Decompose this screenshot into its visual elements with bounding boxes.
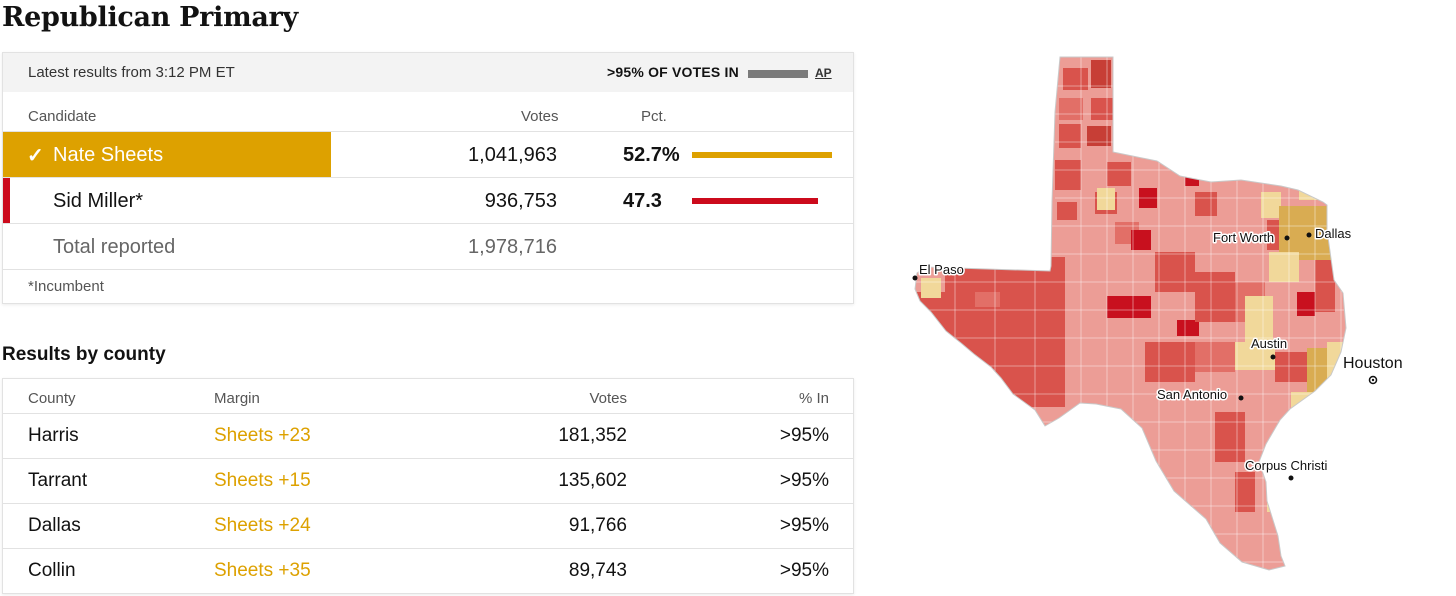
candidate-name: Sid Miller* [53, 190, 144, 212]
county-pct-in: >95% [779, 560, 829, 581]
city-label-fort-worth: Fort Worth [1213, 230, 1274, 245]
county-margin: Sheets +23 [214, 425, 311, 446]
city-label-corpus-christi: Corpus Christi [1245, 458, 1327, 473]
county-name: Collin [28, 560, 76, 581]
county-pct-in: >95% [779, 425, 829, 446]
county-margin: Sheets +35 [214, 560, 311, 581]
county-pct-in: >95% [779, 515, 829, 536]
latest-results-timestamp: Latest results from 3:12 PM ET [28, 64, 235, 81]
reporting-progress-bar [748, 70, 808, 78]
candidate-pct-bar [692, 152, 832, 158]
county-votes: 135,602 [558, 470, 627, 491]
county-votes: 181,352 [558, 425, 627, 446]
houston-dot [1371, 378, 1375, 382]
table-row: Tarrant Sheets +15 135,602 >95% [3, 458, 853, 503]
city-label-el-paso: El Paso [919, 262, 964, 277]
city-markers: El Paso Fort Worth Dallas Austin Houston… [912, 225, 1404, 481]
pct-in-column-header: % In [798, 390, 829, 407]
pct-column-header: Pct. [641, 108, 667, 125]
county-name: Harris [28, 425, 79, 446]
footnote-row: *Incumbent [3, 269, 853, 303]
candidate-pct-bar [692, 198, 818, 204]
fort-worth-dot [1284, 235, 1290, 241]
table-row: Harris Sheets +23 181,352 >95% [3, 413, 853, 458]
candidate-row: Sid Miller* 936,753 47.3 [3, 177, 853, 224]
votes-column-header: Votes [589, 390, 627, 407]
city-label-houston: Houston [1343, 355, 1403, 372]
results-header-bar: Latest results from 3:12 PM ET >95% OF V… [3, 53, 853, 92]
total-label: Total reported [53, 236, 176, 258]
county-votes: 91,766 [568, 515, 627, 536]
incumbent-footnote: *Incumbent [28, 278, 104, 295]
candidate-votes: 936,753 [484, 190, 557, 212]
houston-marker [1368, 375, 1378, 385]
county-column-header: County [28, 390, 76, 407]
county-fill-layer [915, 57, 1346, 570]
el-paso-dot [912, 275, 918, 281]
candidate-pct: 52.7% [623, 144, 680, 166]
votes-in-label: >95% OF VOTES IN [607, 64, 739, 80]
austin-dot [1270, 354, 1276, 360]
ap-source-link[interactable]: AP [815, 66, 832, 80]
dallas-dot [1306, 232, 1312, 238]
county-results-table: County Margin Votes % In Harris Sheets +… [2, 378, 854, 594]
winner-highlight [3, 132, 331, 178]
county-votes: 89,743 [568, 560, 627, 581]
checkmark-icon: ✓ [27, 145, 44, 167]
city-label-dallas: Dallas [1315, 226, 1352, 241]
candidate-name: Nate Sheets [53, 144, 164, 166]
county-borders [915, 57, 1346, 570]
results-table: Latest results from 3:12 PM ET >95% OF V… [2, 52, 854, 304]
race-title: Republican Primary [2, 2, 298, 33]
candidate-row-winner: ✓ Nate Sheets 1,041,963 52.7% [3, 131, 853, 178]
county-name: Dallas [28, 515, 81, 536]
county-pct-in: >95% [779, 470, 829, 491]
county-results-title: Results by county [2, 344, 166, 365]
city-label-san-antonio: San Antonio [1157, 387, 1227, 402]
city-label-austin: Austin [1251, 336, 1287, 351]
texas-county-map[interactable]: El Paso Fort Worth Dallas Austin Houston… [895, 52, 1456, 596]
candidate-votes: 1,041,963 [468, 144, 557, 166]
candidate-pct: 47.3 [623, 190, 662, 212]
candidate-column-header: Candidate [28, 108, 97, 125]
table-row: Collin Sheets +35 89,743 >95% [3, 548, 853, 593]
table-row: Dallas Sheets +24 91,766 >95% [3, 503, 853, 548]
total-votes: 1,978,716 [468, 236, 557, 258]
county-margin: Sheets +24 [214, 515, 311, 536]
texas-outline [914, 56, 1347, 571]
san-antonio-dot [1238, 395, 1244, 401]
votes-column-header: Votes [521, 108, 559, 125]
county-name: Tarrant [28, 470, 88, 491]
county-margin: Sheets +15 [214, 470, 311, 491]
total-row: Total reported 1,978,716 [3, 223, 853, 269]
party-color-marker [3, 178, 10, 224]
corpus-christi-dot [1288, 475, 1294, 481]
margin-column-header: Margin [214, 390, 260, 407]
